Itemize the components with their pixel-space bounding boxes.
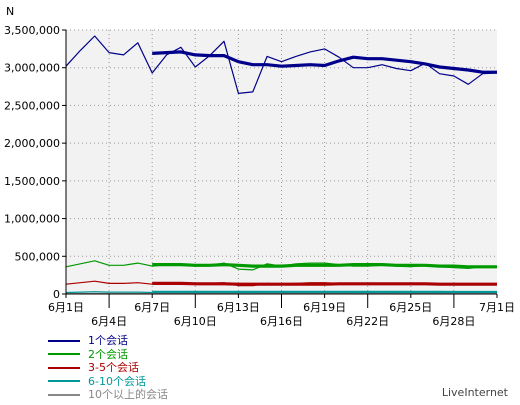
legend-label: 3-5个会话 (88, 361, 139, 374)
y-tick-label: 0 (53, 288, 60, 301)
x-tick-label: 6月16日 (260, 315, 303, 328)
legend-item: 3-5个会话 (48, 361, 168, 375)
line-chart: 0 500,000 1,000,000 1,500,000 2,000,000 2,500… (4, 5, 515, 328)
x-tick-label: 6月1日 (48, 301, 84, 314)
legend-swatch (48, 366, 80, 369)
legend-label: 10个以上的会话 (88, 388, 168, 401)
legend-swatch (48, 380, 80, 383)
y-tick-label: 3,500,000 (4, 24, 60, 37)
legend-swatch (48, 339, 80, 342)
x-tick-label: 6月22日 (346, 315, 389, 328)
legend-item: 1个会话 (48, 334, 168, 348)
brand-label: LiveInternet (441, 386, 508, 399)
legend-item: 2个会话 (48, 348, 168, 362)
x-tick-label: 6月25日 (389, 301, 432, 314)
x-tick-label: 6月28日 (432, 315, 475, 328)
y-tick-label: 1,000,000 (4, 213, 60, 226)
tick-labels: 0 500,000 1,000,000 1,500,000 2,000,000 2,500… (4, 24, 515, 328)
y-tick-label: 1,500,000 (4, 175, 60, 188)
series-1个会话-trend-line (152, 50, 497, 74)
x-tick-label: 6月19日 (303, 301, 346, 314)
y-tick-label: 500,000 (15, 250, 61, 263)
legend-label: 1个会话 (88, 334, 128, 347)
legend-label: 6-10个会话 (88, 374, 146, 388)
legend: 1个会话 2个会话 3-5个会话 6-10个会话 10个以上的会话 (48, 334, 168, 402)
legend-label: 2个会话 (88, 347, 128, 361)
series-2个会话-trend-line (152, 263, 497, 269)
axes (62, 29, 498, 308)
legend-swatch (48, 393, 80, 396)
x-tick-label: 7月1日 (479, 301, 515, 314)
y-tick-label: 3,000,000 (4, 62, 60, 75)
series-3-5个会话-trend-line (152, 281, 497, 286)
x-tick-label: 6月7日 (134, 301, 170, 314)
x-tick-label: 6月4日 (91, 315, 127, 328)
y-tick-label: 2,000,000 (4, 137, 60, 150)
x-tick-label: 6月13日 (217, 301, 260, 314)
y-tick-label: 2,500,000 (4, 99, 60, 112)
legend-swatch (48, 353, 80, 356)
legend-item: 10个以上的会话 (48, 388, 168, 402)
grid (66, 29, 497, 294)
y-axis-label: N (6, 5, 14, 18)
legend-item: 6-10个会话 (48, 375, 168, 389)
x-tick-label: 6月10日 (174, 315, 217, 328)
